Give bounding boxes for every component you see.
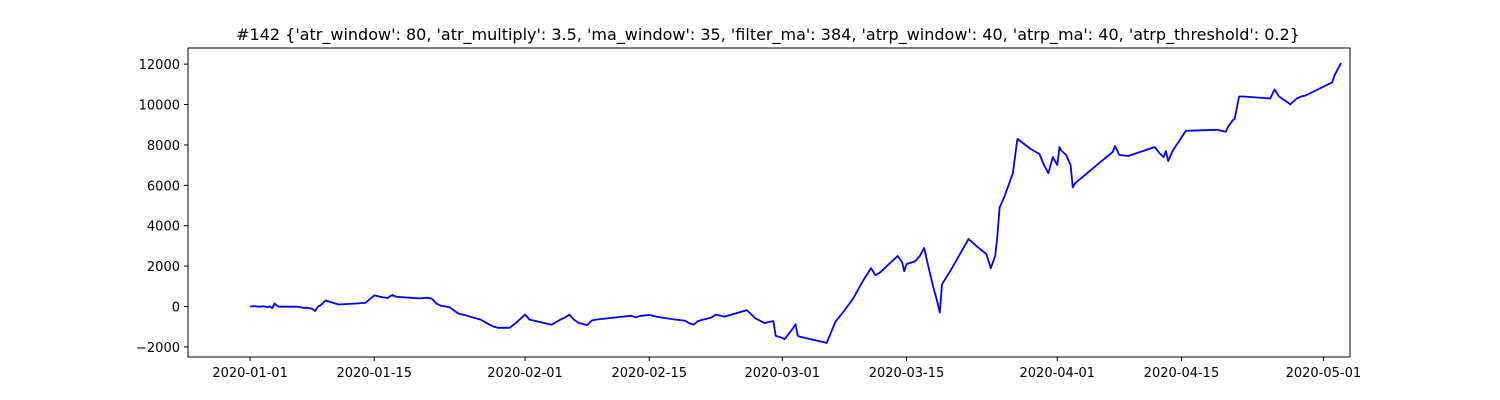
x-tick-label: 2020-04-01 (1020, 366, 1096, 381)
x-tick-label: 2020-03-01 (745, 366, 821, 381)
x-tick-label: 2020-01-01 (212, 366, 288, 381)
y-tick-label: 8000 (147, 139, 180, 154)
x-tick-label: 2020-01-15 (336, 366, 412, 381)
y-tick-label: 10000 (139, 99, 180, 114)
x-tick-label: 2020-02-01 (487, 366, 563, 381)
x-tick-label: 2020-04-15 (1144, 366, 1220, 381)
x-tick-label: 2020-02-15 (611, 366, 687, 381)
y-tick-label: 6000 (147, 179, 180, 194)
y-tick-label: 4000 (147, 220, 180, 235)
x-tick-label: 2020-05-01 (1286, 366, 1362, 381)
series-line (250, 62, 1342, 344)
y-tick-label: 12000 (139, 58, 180, 73)
y-tick-label: 2000 (147, 260, 180, 275)
y-tick-label: −2000 (136, 341, 180, 356)
plot-frame (187, 47, 1351, 358)
chart-title: #142 {'atr_window': 80, 'atr_multiply': … (236, 25, 1300, 45)
x-tick-label: 2020-03-15 (869, 366, 945, 381)
axis-ticks: 2020-01-01 2020-01-15 2020-02-01 2020-02-15… (136, 58, 1361, 381)
y-tick-label: 0 (172, 301, 180, 316)
